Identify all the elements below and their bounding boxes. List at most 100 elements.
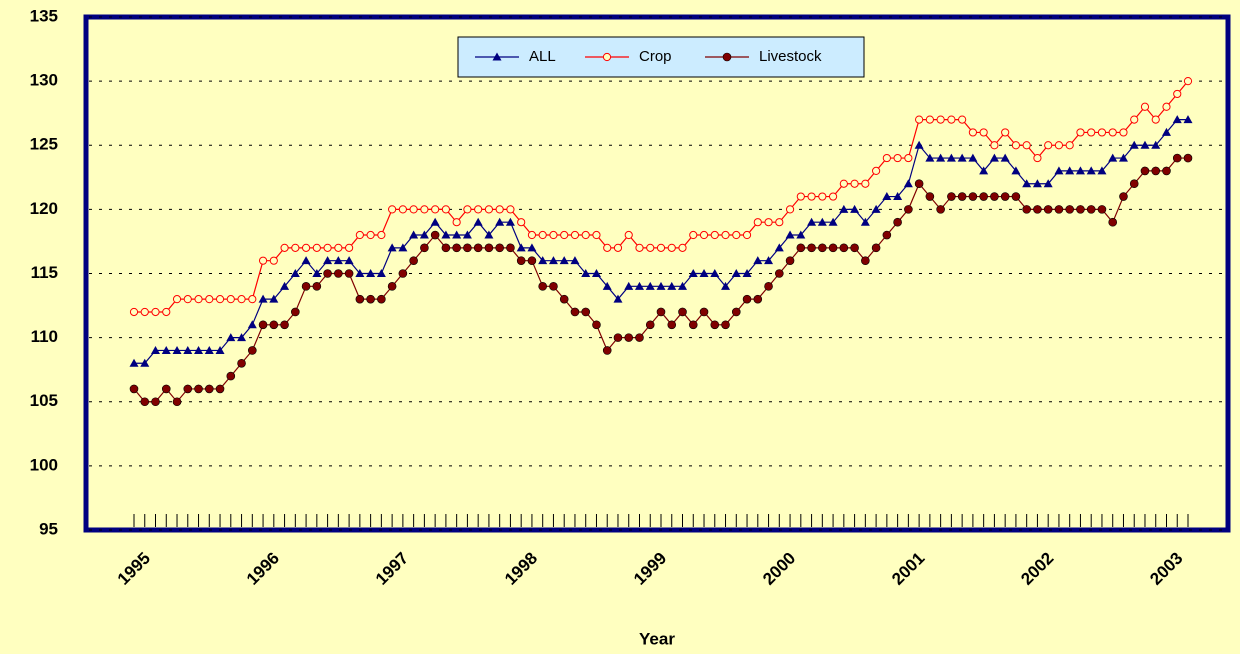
data-point	[333, 256, 343, 265]
data-point	[1065, 205, 1074, 214]
data-point	[1086, 205, 1096, 214]
data-point	[646, 243, 655, 252]
data-point	[387, 243, 397, 252]
data-point	[860, 217, 870, 226]
data-point	[1151, 115, 1160, 124]
data-point	[280, 281, 290, 290]
data-point	[624, 333, 634, 342]
data-point	[538, 282, 547, 291]
data-point	[161, 384, 171, 394]
data-point	[280, 243, 289, 252]
data-point	[1130, 115, 1139, 124]
data-point	[269, 320, 279, 330]
data-point	[291, 243, 300, 252]
data-point	[527, 243, 537, 252]
data-point	[269, 256, 278, 265]
data-point	[861, 256, 870, 265]
data-point	[323, 243, 332, 252]
y-tick-label: 115	[31, 263, 58, 282]
data-point	[893, 217, 902, 227]
data-point	[323, 256, 333, 265]
data-point	[990, 192, 999, 201]
data-point	[398, 243, 408, 252]
data-point	[893, 153, 902, 163]
data-point	[194, 345, 204, 354]
data-point	[1172, 115, 1182, 124]
y-tick-label: 110	[31, 327, 58, 346]
data-point	[796, 230, 806, 239]
data-point	[678, 281, 688, 290]
data-point	[172, 345, 182, 354]
data-point	[936, 115, 945, 124]
data-point	[624, 230, 633, 240]
data-point	[1097, 166, 1107, 175]
data-point	[419, 230, 429, 239]
data-point	[613, 243, 623, 252]
data-point	[151, 397, 160, 407]
data-point	[947, 115, 956, 124]
data-point	[613, 333, 623, 342]
data-point	[441, 205, 450, 214]
data-point	[839, 243, 849, 253]
data-point	[334, 243, 343, 252]
x-tick-label: 2001	[888, 549, 928, 589]
data-point	[484, 243, 494, 253]
data-point	[807, 192, 816, 201]
data-point	[796, 243, 806, 253]
data-point	[377, 294, 386, 304]
data-point	[656, 307, 666, 317]
data-point	[699, 269, 709, 277]
data-point	[463, 243, 472, 253]
data-point	[1172, 153, 1182, 163]
data-point	[398, 205, 407, 214]
data-point	[1033, 153, 1042, 163]
data-point	[355, 269, 365, 277]
data-point	[1032, 179, 1042, 188]
x-tick-label: 2000	[759, 549, 799, 589]
data-point	[495, 217, 505, 226]
data-point	[817, 217, 827, 226]
data-point	[492, 52, 502, 61]
data-point	[1162, 102, 1171, 111]
data-point	[1011, 141, 1021, 150]
data-point	[957, 192, 967, 201]
data-point	[237, 333, 247, 342]
data-point	[495, 243, 504, 253]
data-point	[559, 294, 569, 304]
data-point	[334, 269, 343, 278]
data-point	[161, 345, 171, 354]
data-point	[656, 243, 666, 252]
data-point	[1022, 141, 1031, 150]
data-point	[722, 52, 732, 62]
y-tick-label: 105	[30, 391, 58, 410]
legend: ALL Crop Livestock	[457, 36, 865, 78]
data-point	[1054, 205, 1064, 214]
data-point	[591, 269, 601, 277]
data-point	[764, 282, 773, 291]
data-point	[1097, 128, 1107, 137]
data-point	[495, 205, 504, 214]
data-point	[1108, 217, 1118, 227]
data-point	[753, 218, 762, 227]
data-point	[968, 128, 977, 137]
data-point	[1076, 128, 1085, 137]
data-point	[818, 243, 827, 253]
data-point	[1151, 166, 1161, 176]
data-point	[872, 166, 881, 175]
data-point	[376, 269, 386, 277]
data-point	[1161, 127, 1171, 136]
data-point	[1011, 166, 1021, 175]
data-point	[958, 115, 967, 124]
y-tick-label: 130	[30, 71, 58, 90]
data-point	[581, 307, 591, 317]
data-point	[194, 384, 203, 394]
plot-area	[83, 14, 1231, 533]
data-point	[226, 333, 236, 342]
data-point	[473, 217, 483, 226]
x-axis-label: Year	[639, 629, 675, 648]
data-point	[828, 217, 838, 226]
data-point	[560, 230, 569, 240]
data-point	[925, 153, 935, 162]
data-point	[377, 230, 386, 240]
data-point	[226, 295, 235, 304]
